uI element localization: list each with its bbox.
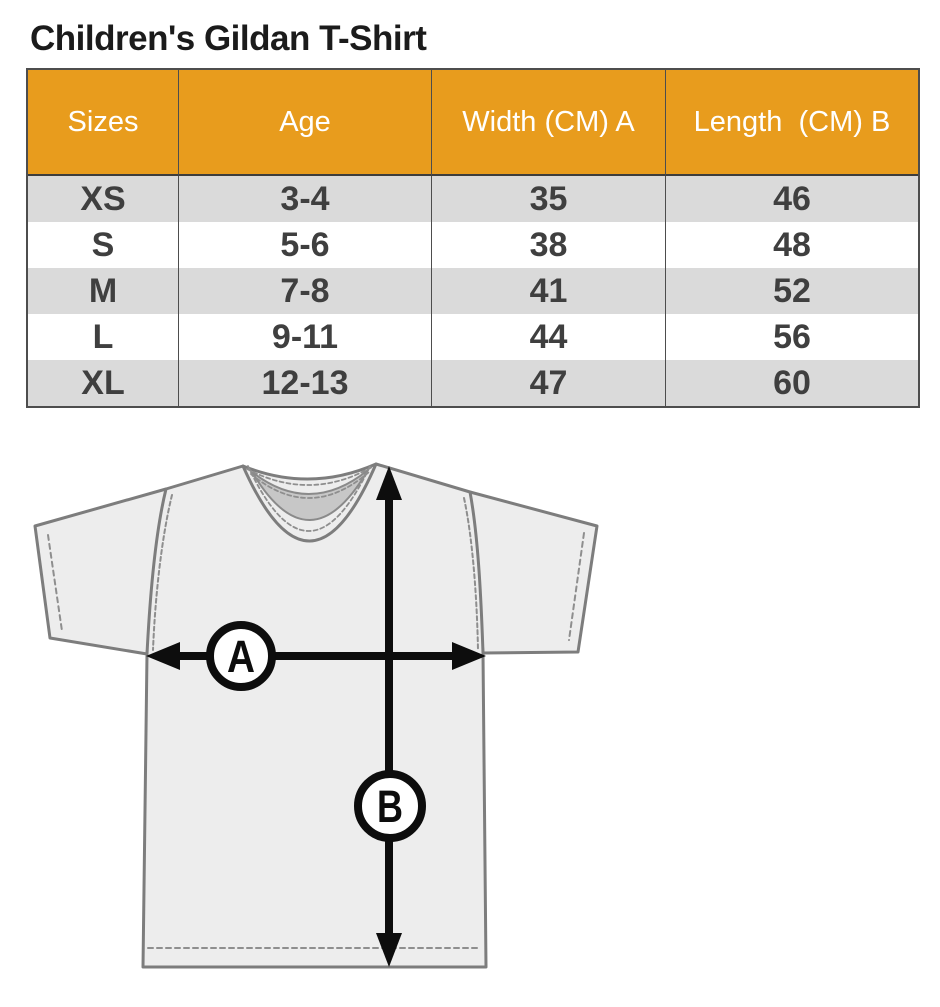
col-header-sizes: Sizes [28,70,179,176]
right-sleeve-stitch [568,532,585,641]
collar-outer-edge [241,462,378,543]
arrowhead-right [452,642,486,670]
length-label: B [377,781,403,832]
width-label-badge: A [206,621,276,691]
cell-size: XL [28,360,179,406]
left-sleeve [33,487,168,656]
arrowhead-left [146,642,180,670]
table-row-s: S 5-6 38 48 [28,222,918,268]
left-sleeve-stitch [47,534,63,632]
cell-length: 46 [666,176,918,222]
collar-outer-stitch [247,463,372,532]
table-row-m: M 7-8 41 52 [28,268,918,314]
table-row-l: L 9-11 44 56 [28,314,918,360]
cell-size: M [28,268,179,314]
cell-size: S [28,222,179,268]
cell-width: 47 [432,360,666,406]
col-header-age: Age [179,70,432,176]
left-armhole-stitch [152,494,173,651]
length-label-badge: B [354,770,426,842]
cell-length: 56 [666,314,918,360]
cell-length: 52 [666,268,918,314]
col-header-length: Length (CM) B [666,70,918,176]
cell-age: 3-4 [179,176,432,222]
table-header-row: Sizes Age Width (CM) A Length (CM) B [28,70,918,176]
page-title: Children's Gildan T-Shirt [30,19,427,58]
cell-size: XS [28,176,179,222]
table-row-xs: XS 3-4 35 46 [28,176,918,222]
cell-age: 7-8 [179,268,432,314]
collar-seam-stitch [250,471,370,499]
cell-width: 38 [432,222,666,268]
length-arrow-b [376,466,402,967]
width-label: A [227,631,255,682]
collar-back-stitch [246,466,373,486]
arrowhead-up [376,466,402,500]
cell-length: 48 [666,222,918,268]
col-header-width: Width (CM) A [432,70,666,176]
table-row-xl: XL 12-13 47 60 [28,360,918,406]
cell-width: 44 [432,314,666,360]
cell-width: 35 [432,176,666,222]
cell-width: 41 [432,268,666,314]
cell-length: 60 [666,360,918,406]
cell-size: L [28,314,179,360]
arrowhead-down [376,933,402,967]
cell-age: 9-11 [179,314,432,360]
cell-age: 12-13 [179,360,432,406]
shirt-body [141,462,488,969]
size-table: Sizes Age Width (CM) A Length (CM) B XS … [26,68,920,408]
cell-age: 5-6 [179,222,432,268]
right-armhole-stitch [463,497,479,651]
